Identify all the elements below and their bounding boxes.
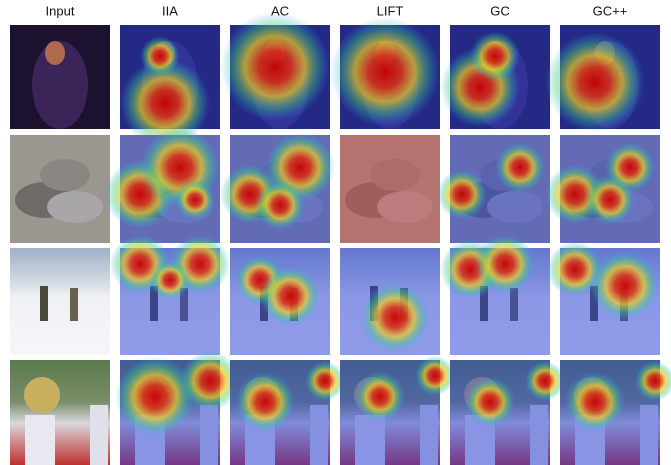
- image-cell: [230, 248, 330, 355]
- image-cell: [340, 248, 440, 355]
- image-cell: [115, 351, 240, 465]
- heatmap-blob: [437, 169, 487, 219]
- image-cell: [10, 135, 110, 243]
- person: [70, 288, 78, 321]
- image-cell: [340, 135, 440, 243]
- heatmap-blob: [605, 142, 655, 192]
- image-cell: [110, 234, 230, 355]
- column-header: LIFT: [377, 3, 404, 18]
- heatmap-blob: [475, 234, 535, 294]
- image-cell: [545, 135, 660, 243]
- image-cell: [545, 25, 660, 132]
- image-grid: [10, 12, 671, 465]
- figure: InputIIAACLIFTGCGC++: [0, 0, 671, 465]
- animal: [47, 191, 103, 223]
- person: [40, 286, 48, 321]
- heatmap-blob: [235, 372, 295, 432]
- image-cell: [340, 356, 455, 465]
- heatmap-blob: [545, 32, 645, 132]
- heatmap-blob: [175, 180, 215, 220]
- image-cell: [10, 360, 110, 465]
- image-cell: [10, 248, 110, 355]
- image-cell: [230, 360, 345, 465]
- heatmap-blob: [470, 31, 520, 81]
- image-cell: [560, 360, 671, 465]
- heatmap-blob: [140, 36, 180, 76]
- image-cell: [105, 127, 220, 243]
- image-cell: [547, 241, 660, 355]
- image-cell: [450, 360, 565, 465]
- heatmap-blob: [220, 12, 330, 122]
- heatmap-wash: [340, 135, 440, 243]
- heatmap-blob: [360, 283, 430, 353]
- heatmap-blob: [415, 356, 455, 396]
- photo: [10, 248, 110, 355]
- column-header: GC: [490, 3, 510, 18]
- face: [45, 41, 65, 65]
- heatmap-blob: [260, 266, 320, 326]
- column-header: IIA: [162, 3, 178, 18]
- column-header: GC++: [593, 3, 628, 18]
- image-cell: [10, 25, 110, 129]
- image-cell: [330, 17, 440, 129]
- column-header: Input: [46, 3, 75, 18]
- heatmap-blob: [305, 361, 345, 401]
- heatmap-blob: [255, 180, 305, 230]
- heatmap-blob: [150, 260, 190, 300]
- heatmap-blob: [565, 372, 625, 432]
- player: [25, 415, 55, 465]
- heatmap-blob: [495, 142, 545, 192]
- image-cell: [220, 132, 335, 243]
- heatmap-blob: [355, 372, 405, 422]
- heatmap-blob: [330, 17, 440, 127]
- image-cell: [437, 135, 550, 243]
- image-cell: [440, 25, 550, 129]
- player: [90, 405, 108, 465]
- heatmap-blob: [525, 361, 565, 401]
- instrument: [24, 377, 60, 413]
- heatmap-blob: [590, 250, 660, 320]
- animal: [40, 159, 90, 191]
- heatmap-blob: [465, 377, 515, 427]
- image-cell: [220, 12, 330, 129]
- image-cell: [440, 234, 550, 355]
